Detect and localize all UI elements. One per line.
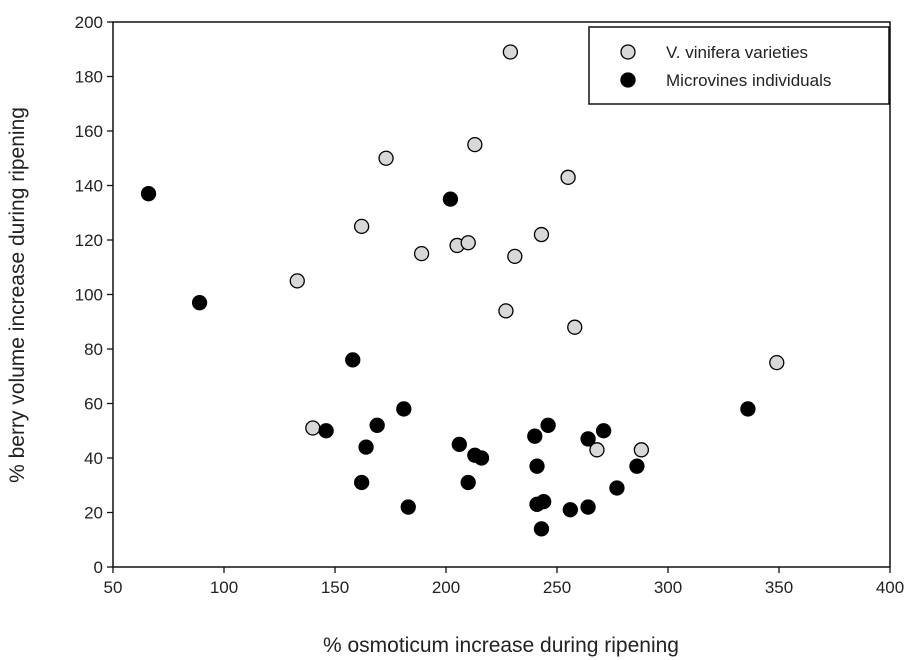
microvine-point bbox=[318, 423, 334, 439]
microvine-point bbox=[536, 493, 552, 510]
data-points bbox=[140, 44, 785, 537]
y-tick-label: 40 bbox=[84, 449, 103, 468]
y-tick-label: 200 bbox=[75, 13, 103, 32]
microvine-point bbox=[140, 186, 157, 202]
microvine-point bbox=[533, 521, 550, 537]
legend-label-microvines: Microvines individuals bbox=[666, 71, 831, 90]
legend-label-vinifera: V. vinifera varieties bbox=[666, 43, 808, 62]
y-axis: 0 20 40 60 80 100 120 140 160 180 200 bbox=[75, 13, 113, 577]
x-tick-label: 250 bbox=[543, 578, 571, 597]
x-tick-label: 300 bbox=[654, 578, 682, 597]
legend-marker-microvines bbox=[620, 72, 636, 88]
microvine-point bbox=[609, 480, 625, 496]
y-tick-label: 140 bbox=[75, 177, 103, 196]
vinifera-point bbox=[413, 245, 430, 262]
microvine-point bbox=[191, 295, 208, 311]
vinifera-point bbox=[498, 303, 514, 319]
vinifera-point bbox=[589, 442, 605, 458]
y-tick-label: 0 bbox=[94, 558, 103, 577]
y-tick-label: 80 bbox=[84, 340, 103, 359]
y-tick-label: 120 bbox=[75, 231, 103, 250]
legend: V. vinifera varieties Microvines individ… bbox=[588, 26, 890, 105]
microvine-point bbox=[540, 417, 556, 433]
microvine-point bbox=[562, 502, 578, 518]
microvine-point bbox=[460, 474, 476, 491]
microvine-point bbox=[369, 417, 385, 433]
x-axis: 50 100 150 200 250 300 350 400 bbox=[104, 567, 904, 597]
x-tick-label: 200 bbox=[432, 578, 460, 597]
vinifera-point bbox=[460, 235, 476, 251]
y-tick-label: 60 bbox=[84, 395, 103, 414]
y-axis-title: % berry volume increase during ripening bbox=[6, 107, 29, 483]
microvine-point bbox=[629, 458, 645, 474]
y-tick-label: 20 bbox=[84, 504, 103, 523]
x-tick-label: 150 bbox=[321, 578, 349, 597]
vinifera-point bbox=[289, 273, 305, 289]
x-tick-label: 400 bbox=[876, 578, 904, 597]
microvine-point bbox=[451, 436, 467, 453]
microvine-point bbox=[527, 428, 543, 444]
microvine-point bbox=[580, 499, 596, 515]
y-tick-label: 100 bbox=[75, 286, 103, 305]
microvine-point bbox=[529, 458, 545, 474]
vinifera-point bbox=[502, 44, 519, 60]
y-tick-label: 180 bbox=[75, 68, 103, 87]
vinifera-point bbox=[560, 169, 576, 185]
microvine-point bbox=[473, 450, 490, 466]
vinifera-point bbox=[567, 319, 583, 335]
vinifera-point bbox=[507, 248, 523, 265]
x-tick-label: 350 bbox=[765, 578, 793, 597]
legend-marker-vinifera bbox=[620, 44, 636, 60]
vinifera-point bbox=[533, 226, 550, 243]
vinifera-point bbox=[633, 442, 650, 458]
microvine-point bbox=[580, 431, 596, 447]
x-tick-label: 50 bbox=[104, 578, 123, 597]
vinifera-point bbox=[769, 354, 785, 371]
vinifera-point bbox=[467, 136, 483, 153]
microvine-point bbox=[442, 191, 459, 207]
microvine-point bbox=[400, 499, 416, 515]
microvine-point bbox=[396, 401, 412, 417]
microvine-point bbox=[595, 423, 612, 439]
x-tick-label: 100 bbox=[210, 578, 238, 597]
microvine-point bbox=[740, 401, 756, 417]
legend-box bbox=[588, 26, 890, 105]
x-axis-title: % osmoticum increase during ripening bbox=[323, 634, 679, 657]
vinifera-point bbox=[353, 218, 370, 235]
microvine-point bbox=[358, 439, 374, 455]
microvine-point bbox=[353, 474, 370, 491]
y-tick-label: 160 bbox=[75, 122, 103, 141]
vinifera-point bbox=[305, 420, 321, 436]
microvine-point bbox=[345, 352, 361, 368]
vinifera-point bbox=[378, 150, 394, 166]
